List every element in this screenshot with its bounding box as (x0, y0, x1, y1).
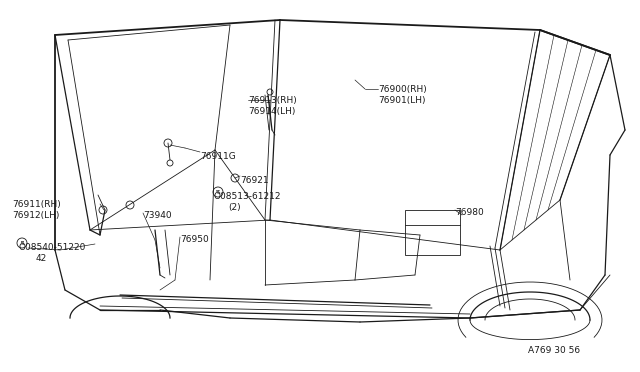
Text: 76980: 76980 (455, 208, 484, 217)
Text: 76911(RH): 76911(RH) (12, 200, 61, 209)
Text: 76912(LH): 76912(LH) (12, 211, 60, 220)
Text: 42: 42 (36, 254, 47, 263)
Text: S: S (20, 241, 24, 246)
Text: 76914(LH): 76914(LH) (248, 107, 296, 116)
Text: 76921: 76921 (240, 176, 269, 185)
Text: 76950: 76950 (180, 235, 209, 244)
Text: 76913(RH): 76913(RH) (248, 96, 297, 105)
Text: A769 30 56: A769 30 56 (528, 346, 580, 355)
Text: S: S (216, 189, 220, 195)
Text: 76911G: 76911G (200, 152, 236, 161)
Text: 73940: 73940 (143, 211, 172, 220)
Text: Õ08540-51220: Õ08540-51220 (18, 243, 85, 252)
Text: 76900(RH): 76900(RH) (378, 85, 427, 94)
Text: (2): (2) (228, 203, 241, 212)
Text: 76901(LH): 76901(LH) (378, 96, 426, 105)
Text: Õ08513-61212: Õ08513-61212 (213, 192, 280, 201)
